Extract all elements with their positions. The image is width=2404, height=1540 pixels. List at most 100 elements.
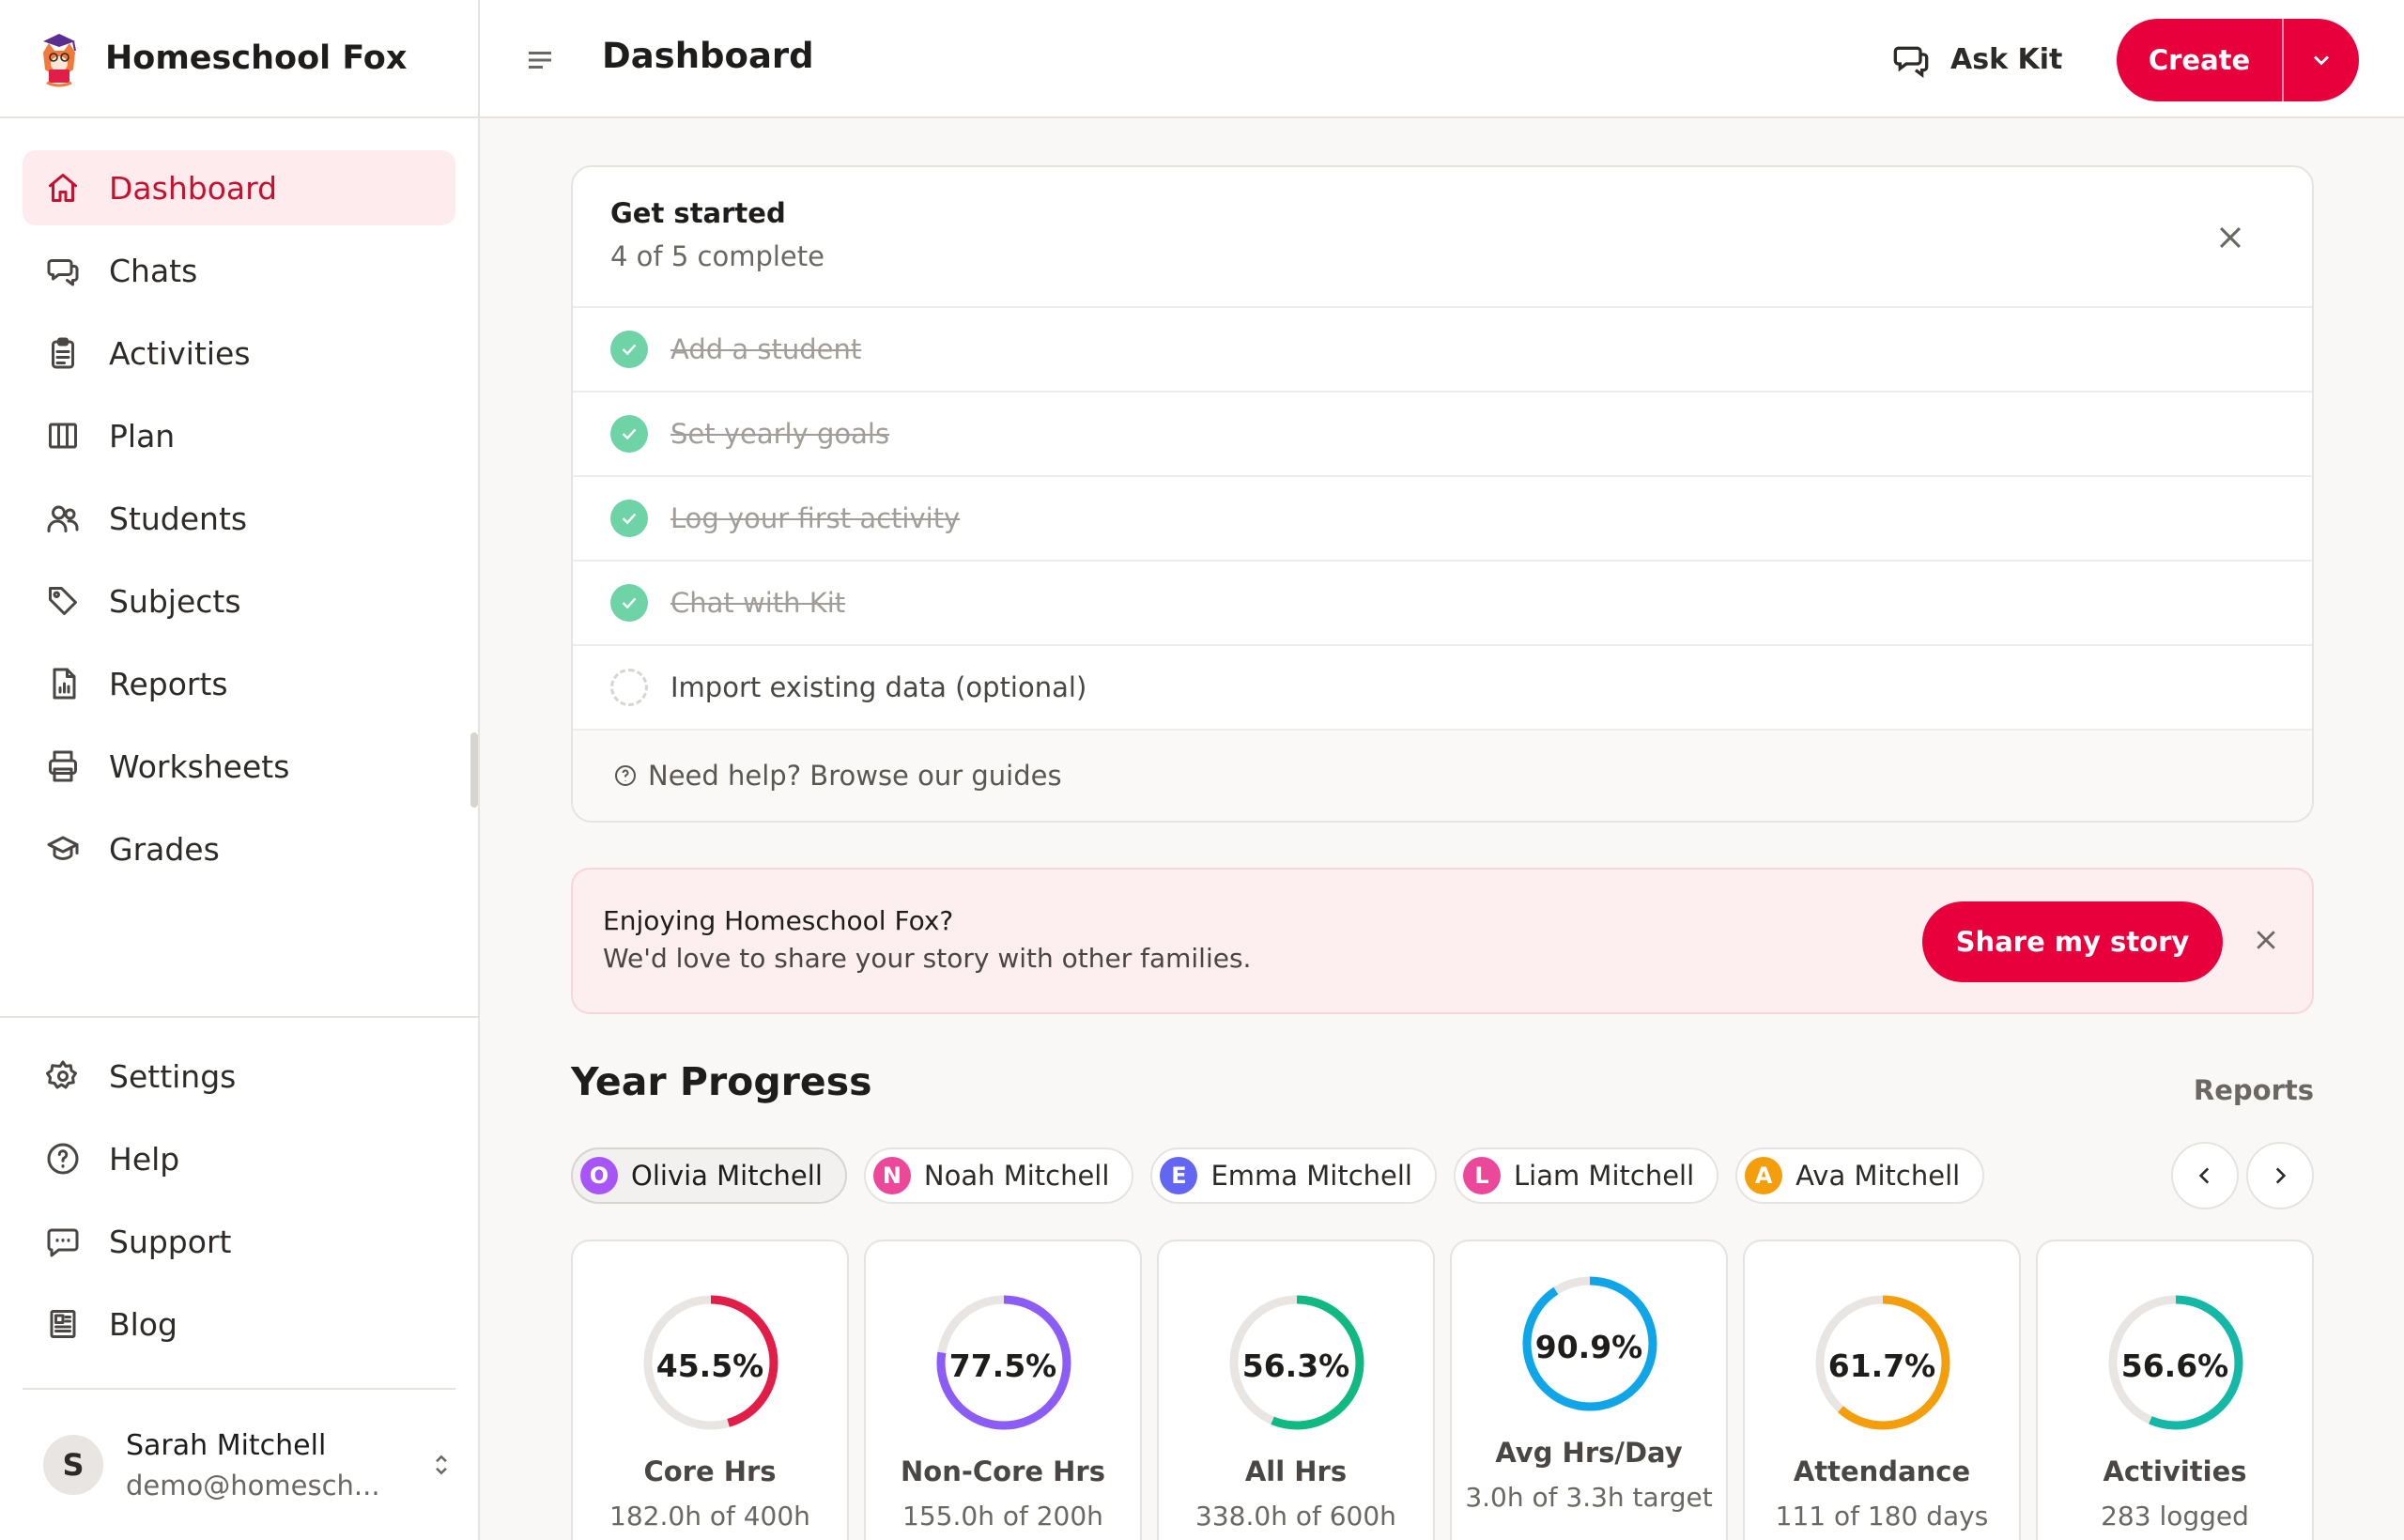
nav-item-grades[interactable]: Grades: [23, 811, 455, 886]
clipboard-icon: [45, 335, 81, 371]
user-email: demo@homesch...: [126, 1469, 380, 1502]
share-story-banner: Enjoying Homeschool Fox? We'd love to sh…: [571, 868, 2314, 1014]
nav-item-label: Students: [109, 500, 248, 537]
chevron-right-icon: [2275, 1167, 2287, 1184]
close-icon[interactable]: [2214, 222, 2246, 254]
next-button[interactable]: [2246, 1142, 2314, 1209]
nav-item-students[interactable]: Students: [23, 481, 455, 556]
progress-ring: [936, 1295, 1071, 1430]
nav-item-dashboard[interactable]: Dashboard: [23, 150, 455, 225]
nav-item-label: Dashboard: [109, 169, 278, 207]
student-chip[interactable]: E Emma Mitchell: [1150, 1147, 1437, 1204]
ask-kit-label: Ask Kit: [1950, 42, 2063, 76]
student-chip[interactable]: A Ava Mitchell: [1735, 1147, 1985, 1204]
banner-title: Enjoying Homeschool Fox?: [603, 905, 954, 936]
checklist-item[interactable]: Set yearly goals: [573, 393, 2312, 477]
create-dropdown-button[interactable]: [2284, 19, 2359, 101]
nav-item-support[interactable]: Support: [23, 1204, 455, 1279]
nav-item-settings[interactable]: Settings: [23, 1039, 455, 1114]
chat-bubbles-icon: [1893, 46, 1929, 78]
ring-progress: [2108, 1295, 2243, 1430]
stat-card[interactable]: 61.7% Attendance 111 of 180 days: [1743, 1240, 2021, 1540]
checklist-item[interactable]: Import existing data (optional): [573, 646, 2312, 731]
user-menu[interactable]: S Sarah Mitchell demo@homesch...: [23, 1388, 455, 1540]
previous-button[interactable]: [2171, 1142, 2239, 1209]
reports-link[interactable]: Reports: [2193, 1074, 2314, 1106]
users-icon: [45, 500, 81, 536]
stat-card[interactable]: 45.5% Core Hrs 182.0h of 400h: [571, 1240, 849, 1540]
nav-item-help[interactable]: Help: [23, 1121, 455, 1196]
nav-item-subjects[interactable]: Subjects: [23, 563, 455, 639]
help-guides-link[interactable]: Need help? Browse our guides: [573, 731, 2312, 821]
chevron-down-icon: [2313, 55, 2330, 66]
help-guides-label: Need help? Browse our guides: [648, 760, 1062, 792]
brand[interactable]: Homeschool Fox: [0, 0, 478, 118]
stat-detail: 155.0h of 200h: [902, 1501, 1103, 1532]
user-name: Sarah Mitchell: [126, 1428, 327, 1462]
share-story-button[interactable]: Share my story: [1922, 901, 2223, 982]
fox-logo-icon: [43, 34, 76, 87]
nav-item-reports[interactable]: Reports: [23, 646, 455, 721]
section-title: Year Progress: [571, 1059, 872, 1104]
nav-item-label: Grades: [109, 830, 220, 868]
checklist-item[interactable]: Add a student: [573, 308, 2312, 393]
gear-icon: [45, 1058, 81, 1094]
ask-kit-button[interactable]: Ask Kit: [1892, 34, 2062, 85]
sidebar: Homeschool Fox Dashboard Chats Activitie…: [0, 0, 480, 1540]
menu-icon[interactable]: [523, 43, 557, 77]
nav-item-label: Activities: [109, 334, 251, 372]
student-chip[interactable]: N Noah Mitchell: [863, 1147, 1134, 1204]
stat-label: Activities: [2103, 1455, 2247, 1487]
stat-card[interactable]: 90.9% Avg Hrs/Day 3.0h of 3.3h target: [1450, 1240, 1728, 1540]
stat-value: 56.3%: [1241, 1348, 1350, 1384]
stat-card[interactable]: 77.5% Non-Core Hrs 155.0h of 200h: [864, 1240, 1142, 1540]
stat-value: 61.7%: [1827, 1348, 1936, 1384]
checklist-item-label: Import existing data (optional): [670, 671, 1087, 703]
create-split-button: Create: [2117, 19, 2359, 101]
stat-label: Non-Core Hrs: [901, 1455, 1105, 1487]
nav-item-chats[interactable]: Chats: [23, 233, 455, 308]
top-bar: Dashboard Ask Kit Create: [480, 0, 2404, 118]
checklist-item-label: Add a student: [670, 333, 862, 365]
sidebar-resize-handle[interactable]: [470, 732, 478, 808]
nav-item-label: Plan: [109, 417, 176, 454]
nav-item-plan[interactable]: Plan: [23, 398, 455, 473]
student-initial-badge: A: [1745, 1157, 1783, 1194]
stat-detail: 283 logged: [2101, 1501, 2249, 1532]
stat-card[interactable]: 56.6% Activities 283 logged: [2036, 1240, 2314, 1540]
checklist-item[interactable]: Log your first activity: [573, 477, 2312, 562]
student-name: Olivia Mitchell: [631, 1160, 823, 1192]
nav-item-worksheets[interactable]: Worksheets: [23, 729, 455, 804]
checklist-item[interactable]: Chat with Kit: [573, 562, 2312, 646]
ring-progress: [1522, 1276, 1657, 1411]
progress-ring: [1522, 1276, 1657, 1411]
student-initial-badge: O: [580, 1157, 618, 1194]
chat-icon: [45, 253, 81, 288]
chevron-up-down-icon: [436, 1455, 447, 1475]
student-chip[interactable]: L Liam Mitchell: [1453, 1147, 1719, 1204]
checklist-item-label: Set yearly goals: [670, 418, 890, 450]
tag-icon: [45, 583, 81, 619]
get-started-card: Get started 4 of 5 complete Add a studen…: [571, 165, 2314, 823]
stat-value: 90.9%: [1534, 1329, 1643, 1365]
stat-label: Core Hrs: [643, 1455, 777, 1487]
student-chip[interactable]: O Olivia Mitchell: [571, 1147, 847, 1204]
nav-item-activities[interactable]: Activities: [23, 316, 455, 391]
student-initial-badge: L: [1462, 1157, 1501, 1194]
printer-icon: [45, 748, 81, 784]
close-icon[interactable]: [2252, 926, 2280, 954]
newspaper-icon: [45, 1306, 81, 1342]
stat-card[interactable]: 56.3% All Hrs 338.0h of 600h: [1157, 1240, 1435, 1540]
stat-detail: 338.0h of 600h: [1195, 1501, 1396, 1532]
nav-item-blog[interactable]: Blog: [23, 1286, 455, 1362]
get-started-title: Get started: [610, 197, 786, 229]
student-name: Ava Mitchell: [1795, 1160, 1961, 1192]
brand-name: Homeschool Fox: [105, 39, 408, 77]
nav-item-label: Help: [109, 1140, 180, 1178]
student-name: Emma Mitchell: [1210, 1160, 1412, 1192]
create-button[interactable]: Create: [2148, 44, 2251, 76]
help-circle-icon: [45, 1141, 81, 1177]
get-started-progress: 4 of 5 complete: [610, 240, 824, 272]
student-initial-badge: N: [872, 1157, 911, 1194]
stat-label: All Hrs: [1244, 1455, 1348, 1487]
